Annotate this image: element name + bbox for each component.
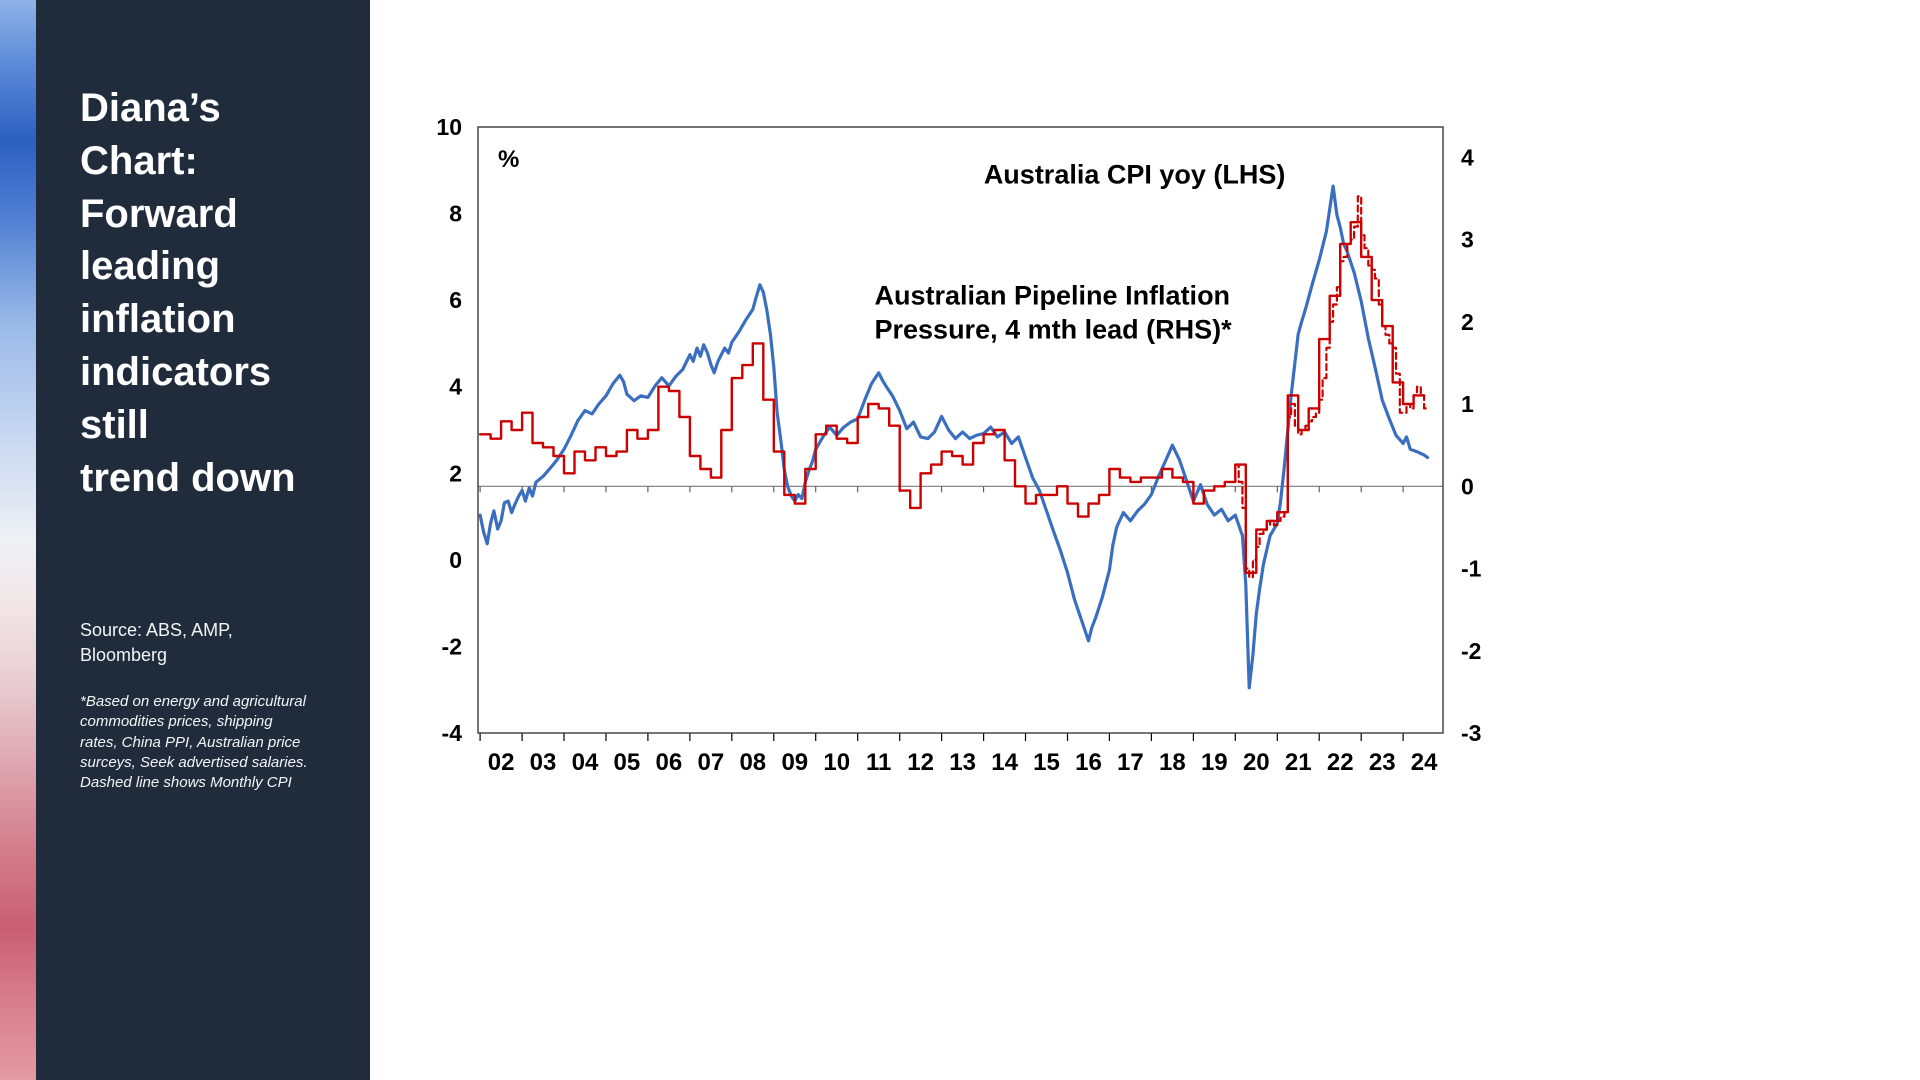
svg-text:-2: -2 [442,633,462,659]
svg-text:10: 10 [823,749,850,776]
svg-text:13: 13 [949,749,976,776]
svg-text:1: 1 [1461,391,1474,417]
svg-text:-4: -4 [442,720,463,746]
accent-gradient-strip [0,0,36,1080]
svg-text:02: 02 [488,749,515,776]
svg-text:3: 3 [1461,227,1474,253]
svg-text:10: 10 [436,114,462,140]
svg-text:11: 11 [866,749,891,776]
svg-text:15: 15 [1033,749,1060,776]
svg-text:21: 21 [1285,749,1312,776]
svg-text:08: 08 [739,749,766,776]
pipeline-pressure-line [478,184,1430,690]
cpi-yoy-line [478,221,1426,574]
svg-text:23: 23 [1369,749,1396,776]
svg-text:-3: -3 [1461,720,1481,746]
svg-text:19: 19 [1201,749,1228,776]
svg-text:04: 04 [572,749,599,776]
svg-text:4: 4 [449,374,462,400]
svg-text:-2: -2 [1461,638,1481,664]
svg-text:8: 8 [449,201,462,227]
svg-text:22: 22 [1327,749,1354,776]
svg-text:0: 0 [449,547,462,573]
slide-title: Diana’s Chart: Forward leading inflation… [80,86,296,500]
monthly-cpi-dashed-line [1234,195,1429,579]
svg-text:17: 17 [1117,749,1144,776]
right-axis-labels: 4 3 2 1 0 -1 -2 -3 [1461,144,1482,746]
percent-axis-label: % [498,146,519,173]
svg-text:2: 2 [1461,309,1474,335]
svg-text:09: 09 [781,749,808,776]
x-axis-labels: 02 03 04 05 06 07 08 09 10 11 12 13 14 15 16 17 18 19 20 21… [488,749,1438,776]
plot-border [477,126,1444,734]
sidebar: Diana’s Chart: Forward leading inflation… [36,0,370,1080]
footnote-text: *Based on energy and agricultural commod… [80,693,308,791]
svg-text:07: 07 [698,749,725,776]
source-text: Source: ABS, AMP, Bloomberg [80,620,233,666]
svg-text:4: 4 [1461,144,1474,170]
x-tick-marks [479,486,1404,741]
svg-text:18: 18 [1159,749,1186,776]
svg-text:16: 16 [1075,749,1102,776]
svg-text:24: 24 [1411,749,1438,776]
svg-text:12: 12 [907,749,934,776]
svg-text:6: 6 [449,287,462,313]
cpi-label: Australia CPI yoy (LHS) [984,159,1286,189]
svg-text:06: 06 [656,749,683,776]
svg-text:14: 14 [991,749,1018,776]
svg-text:20: 20 [1243,749,1270,776]
svg-text:05: 05 [614,749,641,776]
chart-area: 10 8 6 4 2 0 -2 -4 4 3 2 1 0 -1 -2 -3 02 03 04 05 06 07 08 09 10… [370,0,1920,1080]
svg-text:03: 03 [530,749,557,776]
svg-text:-1: -1 [1461,556,1482,582]
svg-text:2: 2 [449,460,462,486]
pipeline-label: Australian Pipeline Inflation Pressure, 4… [875,281,1233,345]
left-axis-labels: 10 8 6 4 2 0 -2 -4 [436,114,462,746]
svg-text:0: 0 [1461,473,1474,499]
